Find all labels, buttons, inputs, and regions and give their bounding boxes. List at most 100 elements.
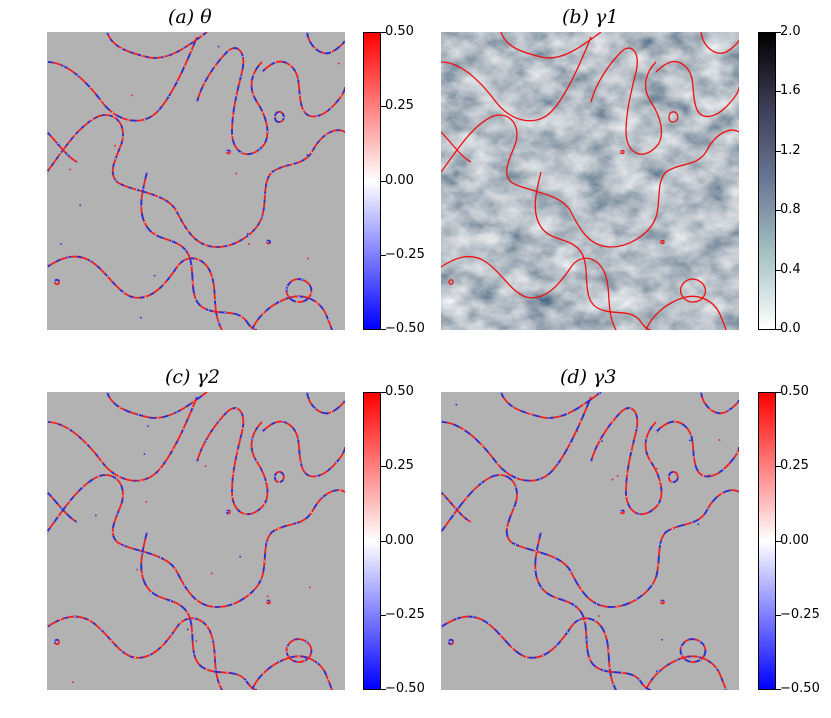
colorbar-tick-label: 0.50 (385, 24, 414, 39)
interface-curve-blue (106, 392, 208, 419)
colorbar-tick-label: 0.8 (780, 202, 801, 217)
interface-curve-white (306, 32, 345, 54)
interface-curve (441, 255, 617, 330)
colorbar-tick-label: −0.25 (780, 607, 820, 622)
interface-curve (441, 36, 592, 122)
colorbar-tick-mark (776, 151, 781, 152)
colorbar-tick-mark (776, 329, 781, 330)
defect-dot (246, 232, 249, 235)
interface-curve-blue (106, 32, 208, 59)
defect-dot (60, 243, 62, 246)
heatmap-b-svg (441, 32, 739, 330)
defect-dot (136, 568, 139, 571)
heatmap-background (47, 32, 345, 330)
defect-dot (195, 640, 198, 642)
interface-curve (620, 149, 625, 155)
interface-curve-white (47, 114, 345, 248)
defect-dot (656, 670, 658, 673)
interface-curve-blue (226, 149, 231, 155)
panel-b-title: (b) γ1 (562, 6, 619, 28)
defect-dot (204, 465, 207, 468)
colorbar-tick-label: 0.00 (385, 533, 414, 548)
interface-curve-blue (47, 131, 78, 163)
defect-dot (597, 615, 600, 617)
defect-dot (661, 638, 663, 641)
colorbar-tick-mark (776, 210, 781, 211)
defect-dot (611, 478, 614, 481)
interface-curve-blue (660, 599, 665, 605)
interface-curve-blue (306, 32, 345, 55)
defect-dot (147, 425, 149, 427)
interface-curve-blue (47, 474, 345, 608)
interface-curve (655, 60, 739, 118)
interface-curve-blue (47, 491, 78, 523)
interface-curve-blue (54, 278, 60, 286)
colorbar-tick-label: −0.50 (385, 681, 425, 696)
defect-dot (576, 430, 579, 433)
interface-curve (441, 131, 472, 163)
interface-curve (679, 278, 707, 303)
interface-curve-blue (441, 491, 472, 523)
colorbar-tick-label: 0.50 (385, 384, 414, 399)
defect-dot (217, 45, 220, 48)
interface-curve-blue (285, 638, 313, 663)
defect-dot (145, 500, 148, 503)
interface-curve (668, 111, 679, 123)
heatmap-a (47, 32, 345, 330)
interface-curve-white (500, 392, 602, 419)
colorbar-tick-label: −0.25 (385, 247, 425, 262)
colorbar-tick-mark (776, 32, 781, 33)
interface-curve-blue (448, 638, 454, 646)
defect-dot (130, 94, 133, 97)
interface-curve-blue (655, 420, 739, 478)
heatmap-background (47, 392, 345, 690)
colorbar-tick-label: 0.00 (780, 533, 809, 548)
defect-dot (337, 62, 340, 65)
colorbar-tick-label: 0.4 (780, 262, 801, 277)
interface-curve-blue (196, 47, 269, 156)
colorbar-d (758, 392, 776, 690)
interface-curve-blue (47, 615, 223, 690)
interface-curve-white (261, 421, 345, 477)
interface-curve-blue (196, 407, 269, 516)
colorbar-tick-mark (776, 392, 781, 393)
colorbar-tick-mark (776, 91, 781, 92)
defect-dot (239, 555, 242, 558)
defect-dot (235, 172, 238, 175)
interface-curve-blue (226, 509, 231, 515)
interface-curve-blue (441, 615, 617, 690)
colorbar-tick-label: 2.0 (780, 24, 801, 39)
interface-curve (645, 295, 727, 330)
interface-curve-blue (47, 255, 223, 330)
interface-curve-blue (251, 655, 333, 690)
interface-curve-blue (54, 638, 60, 646)
interface-curve-white (306, 392, 345, 414)
defect-dot (114, 144, 116, 147)
interface-curve-blue (534, 531, 652, 690)
interface-curve-blue (679, 638, 707, 663)
colorbar-c (363, 392, 381, 690)
interface-curve-blue (261, 60, 345, 118)
colorbar-tick-mark (381, 106, 386, 107)
interface-curve-red (700, 392, 739, 415)
interface-curve-blue (590, 407, 663, 516)
heatmap-d (441, 392, 739, 690)
interface-curve-blue (441, 396, 592, 482)
heatmap-background (441, 392, 739, 690)
interface-curve-blue (441, 474, 739, 608)
colorbar-tick-mark (381, 615, 386, 616)
colorbar-tick-label: 1.2 (780, 143, 801, 158)
interface-curve-blue (620, 509, 625, 515)
colorbar-tick-label: 0.25 (385, 98, 414, 113)
colorbar-tick-mark (381, 541, 386, 542)
defect-dot (616, 475, 619, 477)
colorbar-tick-label: 0.50 (780, 384, 809, 399)
interface-curve-red (274, 470, 285, 483)
defect-dot (455, 403, 458, 406)
defect-dot (708, 474, 710, 476)
heatmap-b (441, 32, 739, 330)
colorbar-tick-label: 0.25 (780, 458, 809, 473)
interface-curve (448, 279, 454, 285)
interface-curve-blue (251, 295, 333, 330)
defect-dot (140, 316, 142, 319)
